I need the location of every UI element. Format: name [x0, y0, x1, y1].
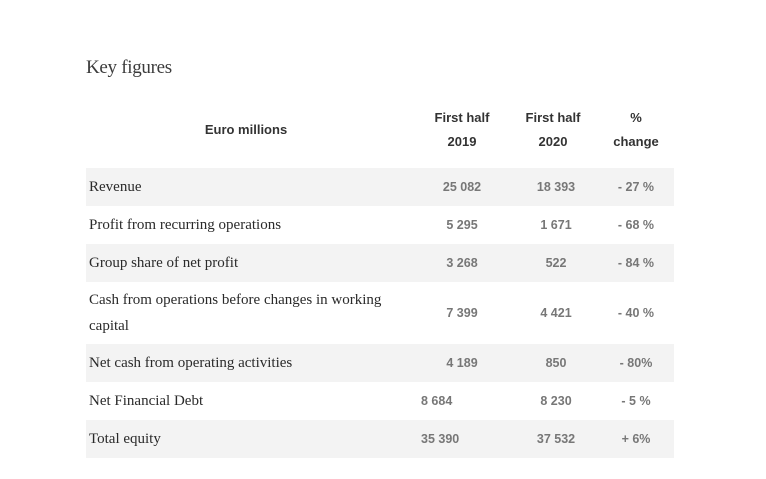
table-row: Net Financial Debt 8 684 8 230 - 5 % [86, 382, 674, 420]
row-label: Net cash from operating activities [89, 355, 293, 371]
header-first-half-2019-line1: First half [434, 110, 490, 125]
value-first-half-2019: 3 268 [446, 256, 478, 270]
value-first-half-2020: 522 [545, 256, 567, 270]
table-header: Euro millions First half 2019 First half… [86, 100, 674, 168]
header-first-half-2020: First half 2020 [516, 106, 590, 154]
header-euro-millions: Euro millions [204, 122, 288, 137]
value-first-half-2020: 850 [545, 356, 567, 370]
row-label: Group share of net profit [89, 255, 239, 271]
value-percent-change: - 80% [619, 356, 653, 370]
value-percent-change: - 84 % [617, 256, 655, 270]
table-row: Profit from recurring operations 5 295 1… [86, 206, 674, 244]
row-label: Revenue [89, 179, 142, 195]
row-label: Profit from recurring operations [89, 217, 282, 233]
table-row: Total equity 35 390 37 532 + 6% [86, 420, 674, 458]
header-first-half-2019: First half 2019 [422, 106, 502, 154]
value-first-half-2019: 5 295 [446, 218, 478, 232]
value-first-half-2020: 37 532 [536, 432, 576, 446]
value-first-half-2020: 8 230 [540, 394, 572, 408]
value-first-half-2019: 25 082 [442, 180, 482, 194]
value-first-half-2020: 18 393 [536, 180, 576, 194]
header-first-half-2020-line1: First half [525, 110, 581, 125]
value-first-half-2019: 8 684 [421, 394, 453, 408]
value-first-half-2019: 7 399 [446, 306, 478, 320]
table-row: Net cash from operating activities 4 189… [86, 344, 674, 382]
row-label: Total equity [89, 431, 161, 447]
table-row: Group share of net profit 3 268 522 - 84… [86, 244, 674, 282]
value-percent-change: - 5 % [621, 394, 651, 408]
value-percent-change: - 68 % [617, 218, 655, 232]
value-first-half-2020: 4 421 [540, 306, 572, 320]
value-first-half-2020: 1 671 [540, 218, 572, 232]
header-first-half-2020-line2: 2020 [538, 134, 568, 149]
page-title: Key figures [86, 57, 172, 78]
header-first-half-2019-line2: 2019 [447, 134, 477, 149]
table-row: Cash from operations before changes in w… [86, 282, 674, 344]
value-first-half-2019: 35 390 [421, 432, 460, 446]
table-row: Revenue 25 082 18 393 - 27 % [86, 168, 674, 206]
header-percent-change-line1: % [630, 110, 642, 125]
row-label: Net Financial Debt [89, 393, 204, 409]
row-label: Cash from operations before changes in w… [89, 292, 382, 334]
value-first-half-2019: 4 189 [446, 356, 478, 370]
value-percent-change: + 6% [621, 432, 651, 446]
key-figures-table: Euro millions First half 2019 First half… [86, 100, 674, 458]
value-percent-change: - 40 % [617, 306, 655, 320]
value-percent-change: - 27 % [617, 180, 655, 194]
header-percent-change-line2: change [613, 134, 659, 149]
header-percent-change: % change [596, 106, 676, 154]
